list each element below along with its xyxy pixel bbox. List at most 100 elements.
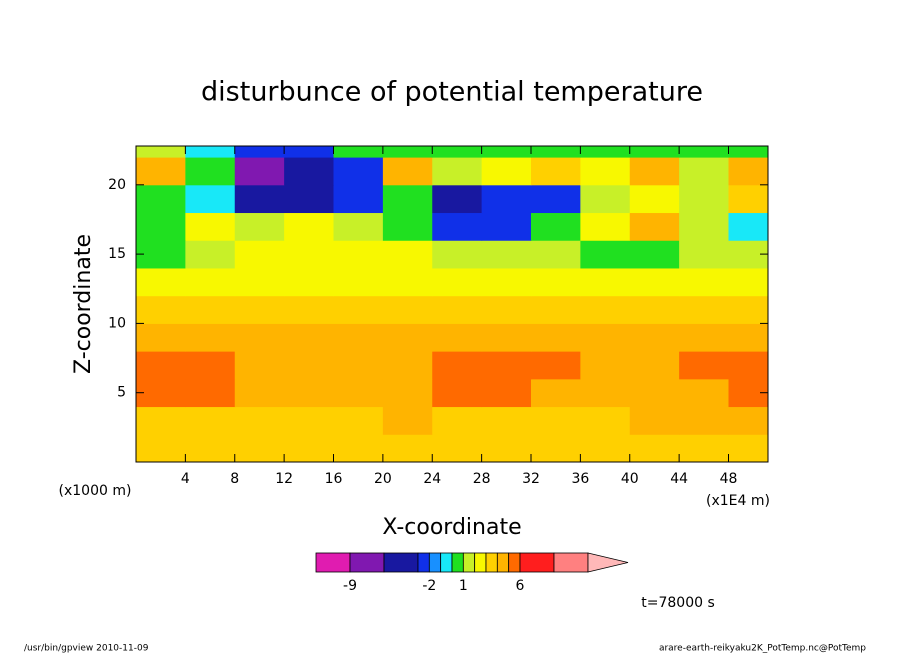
field-cell [481, 295, 532, 324]
field-cell [531, 146, 581, 158]
field-cell [432, 323, 483, 352]
field-cell [531, 406, 581, 435]
field-cell [382, 406, 433, 435]
field-cell [531, 157, 581, 186]
footer-left: /usr/bin/gpview 2010-11-09 [24, 644, 149, 654]
plot-frame [135, 145, 769, 463]
field-cell [679, 146, 729, 158]
field-cell [531, 434, 581, 463]
field-cell [382, 146, 433, 158]
field-cell [432, 295, 483, 324]
field-cell [629, 146, 680, 158]
field-cell [333, 184, 384, 214]
field-cell [580, 323, 631, 352]
field-cell [185, 351, 236, 380]
colorbar-box [462, 552, 476, 573]
field-cell [531, 295, 581, 324]
field-cell [432, 267, 483, 297]
field-cell [679, 267, 729, 297]
field-cell [284, 434, 334, 463]
field-cell [136, 406, 186, 435]
colorbar-box [496, 552, 510, 573]
x-tick-label: 16 [325, 471, 343, 487]
field-cell [185, 434, 236, 463]
x-scale-note: (x1E4 m) [706, 493, 770, 509]
field-cell [481, 406, 532, 435]
field-cell [580, 146, 631, 158]
colorbar-box [349, 552, 385, 573]
field-cell [481, 146, 532, 158]
field-cell [432, 434, 483, 463]
y-tick-label: 20 [108, 177, 126, 193]
colorbar-tick-label: 1 [459, 578, 468, 594]
field-cell [580, 378, 631, 408]
field-cell [185, 406, 236, 435]
field-cell [679, 323, 729, 352]
field-cell [679, 184, 729, 214]
field-cell [432, 157, 483, 186]
colorbar-box [315, 552, 351, 573]
field-cell [185, 323, 236, 352]
field-cell [728, 406, 769, 435]
field-cell [333, 351, 384, 380]
field-cell [234, 323, 285, 352]
field-cell [728, 351, 769, 380]
field-cell [481, 351, 532, 380]
footer-right: arare-earth-reikyaku2K_PotTemp.nc@PotTem… [659, 644, 866, 654]
field-cell [432, 146, 483, 158]
field-cell [284, 378, 334, 408]
x-tick-label: 8 [230, 471, 239, 487]
y-axis-label: Z-coordinate [71, 234, 96, 374]
field-cell [432, 351, 483, 380]
x-unit: (x1000 m) [59, 483, 132, 499]
field-cell [234, 146, 285, 158]
field-cell [629, 212, 680, 241]
field-cell [531, 184, 581, 214]
colorbar-extend [587, 552, 629, 573]
x-tick-label: 40 [621, 471, 639, 487]
field-cell [234, 406, 285, 435]
field-cell [382, 184, 433, 214]
field-cell [629, 434, 680, 463]
field-cell [333, 295, 384, 324]
field-cell [333, 267, 384, 297]
field-cell [234, 212, 285, 241]
field-cell [580, 434, 631, 463]
colorbar-tick-label: -9 [343, 578, 357, 594]
field-cell [333, 323, 384, 352]
colorbar-box [508, 552, 521, 573]
field-cell [234, 295, 285, 324]
field-cell [284, 212, 334, 241]
field-cell [234, 240, 285, 269]
field-cell [679, 157, 729, 186]
x-tick-label: 12 [275, 471, 293, 487]
colorbar-box [428, 552, 442, 573]
field-cell [432, 378, 483, 408]
field-cell [284, 323, 334, 352]
field-cell [679, 378, 729, 408]
colorbar-box [553, 552, 589, 573]
field-cell [234, 378, 285, 408]
field-cell [284, 184, 334, 214]
colorbar-box [519, 552, 555, 573]
field-cell [136, 157, 186, 186]
field-cell [234, 434, 285, 463]
field-cell [382, 351, 433, 380]
field-cell [136, 295, 186, 324]
field-cell [481, 240, 532, 269]
field-cell [531, 240, 581, 269]
field-cell [580, 295, 631, 324]
field-cell [333, 146, 384, 158]
field-cell [432, 406, 483, 435]
field-cell [481, 434, 532, 463]
field-cell [333, 378, 384, 408]
x-tick-label: 20 [374, 471, 392, 487]
field-cell [629, 406, 680, 435]
x-tick-label: 48 [720, 471, 738, 487]
field-cell [580, 184, 631, 214]
field-cell [629, 157, 680, 186]
field-cell [234, 184, 285, 214]
x-tick-label: 36 [571, 471, 589, 487]
